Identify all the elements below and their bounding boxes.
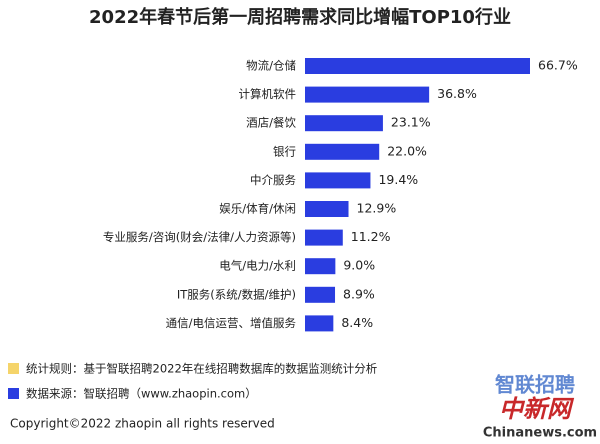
value-label: 8.9% <box>343 286 375 301</box>
bar <box>305 58 530 74</box>
copyright: Copyright©2022 zhaopin all rights reserv… <box>10 417 275 431</box>
category-label: 物流/仓储 <box>246 59 296 73</box>
value-label: 8.4% <box>341 315 373 330</box>
category-label: 电气/电力/水利 <box>219 259 296 273</box>
bar <box>305 201 349 217</box>
value-label: 19.4% <box>378 172 418 187</box>
bar <box>305 115 383 132</box>
bar <box>305 315 334 332</box>
category-label: 银行 <box>273 144 296 158</box>
value-label: 22.0% <box>387 143 427 158</box>
category-label: 娱乐/体育/休闲 <box>219 202 296 216</box>
category-label: IT服务(系统/数据/维护) <box>177 287 296 301</box>
bar <box>305 86 430 103</box>
watermark: Chinanews.com <box>483 426 597 441</box>
value-label: 66.7% <box>538 58 578 73</box>
bar <box>305 143 380 160</box>
bar <box>305 229 343 246</box>
value-label: 12.9% <box>357 201 397 216</box>
legend-swatch <box>8 388 19 399</box>
legend-swatch <box>8 363 19 374</box>
bar <box>305 258 336 275</box>
watermark: 智联招聘 <box>495 373 575 397</box>
value-label: 23.1% <box>391 115 431 130</box>
value-label: 36.8% <box>437 86 477 101</box>
category-label: 计算机软件 <box>239 87 297 101</box>
value-label: 11.2% <box>351 229 391 244</box>
note: 统计规则：基于智联招聘2022年在线招聘数据库的数据监测统计分析 <box>26 362 377 376</box>
bar <box>305 172 371 189</box>
chart-title: 2022年春节后第一周招聘需求同比增幅TOP10行业 <box>89 6 511 28</box>
note: 数据来源：智联招聘（www.zhaopin.com） <box>26 387 257 401</box>
bar <box>305 286 336 303</box>
value-label: 9.0% <box>343 258 375 273</box>
category-label: 专业服务/咨询(财会/法律/人力资源等) <box>103 230 296 244</box>
category-label: 通信/电信运营、增值服务 <box>166 316 297 330</box>
watermark: 中新网 <box>499 395 575 423</box>
category-label: 中介服务 <box>250 173 296 187</box>
category-label: 酒店/餐饮 <box>246 116 296 130</box>
